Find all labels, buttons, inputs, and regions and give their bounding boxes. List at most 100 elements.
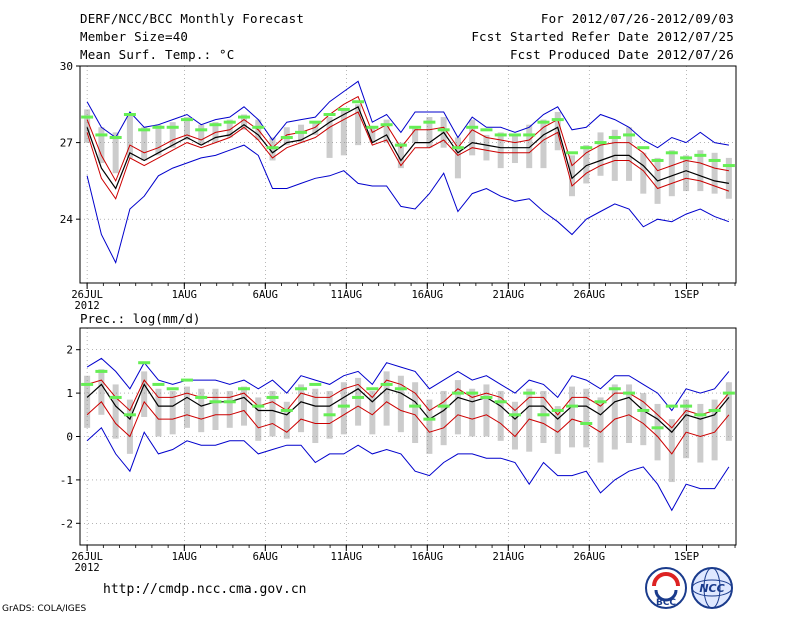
spread-box [283,401,290,439]
median-marker [209,123,222,127]
median-marker [680,156,693,160]
y-tick-label: -2 [60,517,73,530]
median-marker [537,413,550,417]
median-marker [494,133,507,137]
median-marker [323,113,336,117]
median-marker [123,113,136,117]
median-marker [309,120,322,124]
spread-box [326,117,333,158]
median-marker [466,125,479,129]
spread-box [298,384,305,433]
ncc-logo: NCC [690,566,734,610]
spread-box [454,380,461,435]
spread-box [112,132,119,174]
median-marker [223,400,236,404]
median-marker [594,141,607,145]
median-marker [523,391,536,395]
x-tick-label: 16AUG [411,289,443,301]
spread-box [226,119,233,138]
median-marker [680,404,693,408]
spread-box [640,393,647,446]
series-upper-line [86,95,729,183]
y-tick-label: 2 [66,344,73,357]
median-marker [508,413,521,417]
median-marker [665,151,678,155]
median-marker [409,404,422,408]
spread-box [312,388,319,444]
spread-box [497,390,504,441]
x-tick-label: 1AUG [172,289,197,301]
median-marker [123,413,136,417]
spread-box [355,104,362,146]
median-marker [637,408,650,412]
spread-box [483,384,490,437]
produced-date: Fcst Produced Date 2012/07/26 [509,47,734,62]
median-marker [195,395,208,399]
median-marker [280,408,293,412]
series-max-line [86,80,729,149]
median-marker [651,426,664,430]
spread-box [526,388,533,452]
spread-box [654,403,661,461]
footer-url[interactable]: http://cmdp.ncc.cma.gov.cn [103,582,307,597]
median-marker [109,135,122,139]
median-marker [580,421,593,425]
forecast-period: For 2012/07/26-2012/09/03 [540,11,734,26]
y-tick-label: 0 [66,431,73,444]
spread-box [255,397,262,441]
median-marker [366,387,379,391]
series-max-line [86,357,730,412]
x-tick-label: 16AUG [411,551,443,563]
spread-box [155,388,162,437]
median-marker [252,404,265,408]
spread-box [597,397,604,463]
median-marker [394,387,407,391]
median-marker [722,164,735,168]
series-lower-line [86,400,730,455]
spread-box [526,124,533,169]
x-tick-label: 6AUG [253,551,278,563]
median-marker [295,130,308,134]
x-tick-label: 1SEP [674,551,699,563]
median-marker [437,128,450,132]
median-marker [394,143,407,147]
series-lower-line [86,111,730,200]
spread-box [469,388,476,437]
median-marker [608,135,621,139]
median-marker [238,387,250,391]
spread-box [212,388,219,430]
median-marker [180,378,193,382]
x-tick-label: 1SEP [674,289,699,301]
x-tick-label: 26AUG [573,551,605,563]
precip-title: Prec.: log(mm/d) [80,311,200,326]
median-marker [537,120,550,124]
x-tick-label: 26JUL [71,551,103,563]
spread-box [84,375,91,428]
spread-box [668,150,675,197]
y-tick-label: 1 [66,387,73,400]
spread-box [169,122,176,148]
median-marker [109,395,122,399]
series-upper-line [86,379,730,429]
median-marker [551,408,564,412]
spread-box [583,145,590,184]
median-marker [238,115,250,119]
x-tick-label: 26JUL [71,289,103,301]
spread-box [169,390,176,435]
x-tick-year: 2012 [74,300,99,312]
median-marker [95,369,108,373]
median-marker [437,404,450,408]
median-marker [665,404,678,408]
median-marker [451,391,464,395]
median-marker [209,400,222,404]
y-tick-label: -1 [60,474,73,487]
median-marker [623,133,636,137]
median-marker [708,158,721,162]
spread-box [141,127,148,161]
median-marker [266,146,279,150]
spread-box [725,157,732,199]
x-tick-label: 21AUG [492,289,524,301]
median-marker [594,400,607,404]
